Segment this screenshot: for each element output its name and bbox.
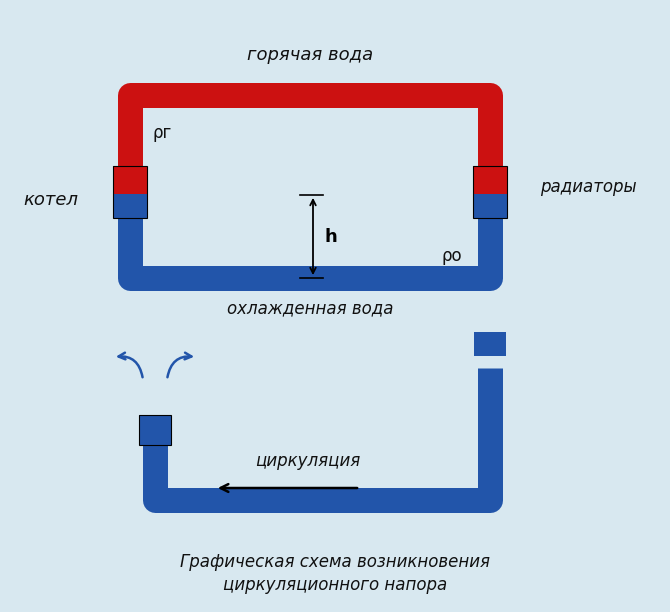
Bar [473, 194, 507, 218]
Text: циркуляционного напора: циркуляционного напора [223, 576, 447, 594]
Bar [474, 332, 506, 356]
Bar [473, 166, 507, 218]
Bar [139, 415, 171, 445]
Text: горячая вода: горячая вода [247, 46, 373, 64]
Bar [113, 166, 147, 218]
Bar [113, 194, 147, 218]
Bar [139, 415, 171, 445]
Bar [113, 166, 147, 194]
Text: Графическая схема возникновения: Графическая схема возникновения [180, 553, 490, 571]
Text: охлажденная вода: охлажденная вода [226, 299, 393, 317]
Text: h: h [325, 228, 338, 245]
Bar [473, 166, 507, 194]
Text: ρг: ρг [152, 124, 172, 142]
Text: котел: котел [23, 191, 78, 209]
Text: ρо: ρо [442, 247, 462, 265]
Text: циркуляция: циркуляция [255, 452, 360, 470]
Text: радиаторы: радиаторы [540, 178, 636, 196]
Bar [474, 332, 506, 356]
